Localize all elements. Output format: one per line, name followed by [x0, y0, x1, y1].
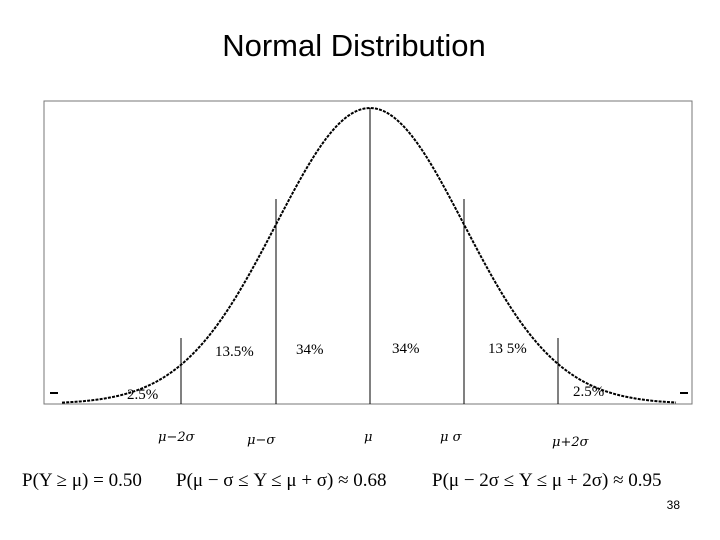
region-label-left-13: 13.5%: [215, 344, 254, 360]
formula-one-sigma: P(μ − σ ≤ Y ≤ μ + σ) ≈ 0.68: [176, 470, 387, 491]
bell-curve: [61, 106, 677, 404]
marker-mu-plus-2sigma: μ+2σ: [552, 435, 590, 450]
region-label-left-tail: 2.5%: [127, 387, 158, 403]
page-number: 38: [666, 498, 680, 512]
plot-frame: [43, 100, 693, 405]
marker-mu-minus-2sigma: μ−2σ: [158, 430, 196, 445]
formula-two-sigma: P(μ − 2σ ≤ Y ≤ μ + 2σ) ≈ 0.95: [432, 470, 662, 491]
region-label-left-34: 34%: [296, 342, 324, 358]
marker-mu: μ: [364, 430, 372, 445]
region-label-right-34: 34%: [392, 341, 420, 357]
marker-mu-minus-sigma: μ−σ: [247, 433, 276, 448]
marker-mu-plus-sigma: μ σ: [440, 430, 463, 445]
region-label-right-tail: 2.5%: [573, 384, 604, 400]
region-label-right-13: 13 5%: [488, 341, 527, 357]
slide-title: Normal Distribution: [222, 28, 486, 63]
formula-half: P(Y ≥ μ) = 0.50: [22, 470, 142, 491]
